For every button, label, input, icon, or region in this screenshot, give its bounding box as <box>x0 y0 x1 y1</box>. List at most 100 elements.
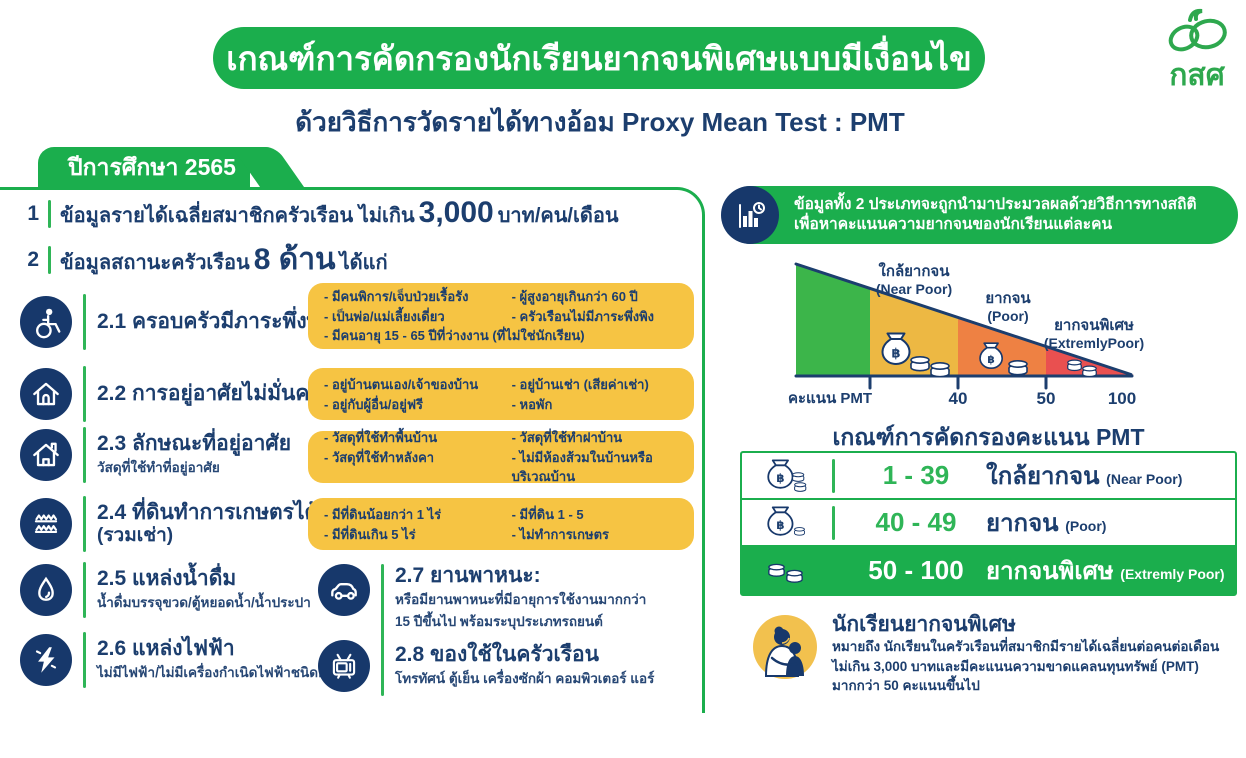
item-no: 2.2 <box>97 381 127 405</box>
divider <box>381 636 384 696</box>
pmt-wedge-chart: ฿ ใกล้ยากจน (Near Poor) ยากจน (Poor) ยาก… <box>788 262 1144 408</box>
item-subtitle: หรือมียานพาหนะที่มีอายุการใช้งานมากกว่า <box>395 592 647 608</box>
divider <box>832 505 835 540</box>
tick-50: 50 <box>1037 389 1056 408</box>
definition-line2: ไม่เกิน 3,000 บาทและมีคะแนนความขาดแคลนทุ… <box>832 658 1199 674</box>
criterion-number: 2 <box>27 247 39 271</box>
option: - หอพัก <box>511 396 553 412</box>
definition-line3: มากกว่า 50 คะแนนขึ้นไป <box>832 678 980 694</box>
item-subtitle: 15 ปีขึ้นไป พร้อมระบุประเภทรถยนต์ <box>395 614 603 630</box>
criterion-2: 2 ข้อมูลสถานะครัวเรือน 8 ด้าน ได้แก่ <box>25 236 387 283</box>
household-item-2-1: 2.1 ครอบครัวมีภาระพึ่งพิง <box>20 294 331 350</box>
option: - อยู่กับผู้อื่น/อยู่ฟรี <box>324 396 424 412</box>
divider <box>83 496 86 552</box>
criterion-1: 1 ข้อมูลรายได้เฉลี่ยสมาชิกครัวเรือน ไม่เ… <box>25 196 619 231</box>
household-item-2-2: 2.2 การอยู่อาศัยไม่มั่นคง <box>20 366 320 422</box>
score-range: 50 - 100 <box>868 555 964 585</box>
household-item-2-4: 2.4 ที่ดินทำการเกษตรได้ (รวมเช่า) <box>20 496 318 552</box>
household-item-2-3: 2.3 ลักษณะที่อยู่อาศัย วัสดุที่ใช้ทำที่อ… <box>20 427 291 483</box>
household-item-2-7: 2.7 ยานพาหนะ: หรือมียานพาหนะที่มีอายุการ… <box>318 564 646 642</box>
household-item-2-8: 2.8 ของใช้ในครัวเรือน โทรทัศน์ ตู้เย็น เ… <box>318 636 654 696</box>
household-item-2-4-options: - มีที่ดินน้อยกว่า 1 ไร่ - มีที่ดิน 1 - … <box>308 498 694 550</box>
option: - อยู่บ้านตนเอง/เจ้าของบ้าน <box>324 377 479 392</box>
koso-logo: กสศ <box>1148 4 1246 91</box>
logo-text: กสศ <box>1169 59 1225 92</box>
item-title: แหล่งน้ำดื่ม <box>132 566 237 590</box>
segment-label-extremely-poor: ยากจนพิเศษ <box>1054 316 1134 334</box>
option: - วัสดุที่ใช้ทำฝาบ้าน <box>511 430 623 446</box>
farmland-icon <box>20 498 72 550</box>
tick-100: 100 <box>1108 389 1136 408</box>
item-no: 2.6 <box>97 636 127 660</box>
row-label: ยากจนพิเศษ <box>986 558 1114 585</box>
tick-40: 40 <box>949 389 968 408</box>
divider <box>832 458 835 493</box>
bar-chart-icon <box>721 186 779 244</box>
item-title: ยานพาหนะ: <box>430 564 541 587</box>
butterfly-logo-icon <box>1168 8 1227 52</box>
table-row-extremely-poor: 50 - 100 ยากจนพิเศษ (Extremly Poor) <box>742 547 1235 594</box>
criterion-1-text: ข้อมูลรายได้เฉลี่ยสมาชิกครัวเรือน ไม่เกิ… <box>60 205 415 227</box>
item-no: 2.3 <box>97 431 127 455</box>
item-title: ลักษณะที่อยู่อาศัย <box>132 431 292 455</box>
item-no: 2.5 <box>97 566 127 590</box>
pmt-score-table: 1 - 39 ใกล้ยากจน (Near Poor) 40 - 49 ยาก… <box>740 451 1237 596</box>
divider <box>48 199 51 228</box>
divider <box>83 427 86 483</box>
household-item-2-5: 2.5 แหล่งน้ำดื่ม น้ำดื่มบรรจุขวด/ตู้หยอด… <box>20 562 311 618</box>
house-icon <box>20 368 72 420</box>
pmt-table-title: เกณฑ์การคัดกรองคะแนน PMT <box>832 424 1145 450</box>
item-subtitle: ไม่มีไฟฟ้า/ไม่มีเครื่องกำเนิดไฟฟ้าชนิดอื… <box>97 665 336 681</box>
criteria-panel <box>0 187 705 713</box>
wheelchair-icon <box>20 296 72 348</box>
row-label-en: (Extremly Poor) <box>1120 566 1225 582</box>
coins-icon <box>742 556 832 586</box>
household-item-2-1-options: - มีคนพิการ/เจ็บป่วยเรื้อรัง - ผู้สูงอาย… <box>308 283 694 349</box>
option: - วัสดุที่ใช้ทำพื้นบ้าน <box>324 430 438 446</box>
item-title: แหล่งไฟฟ้า <box>132 636 235 660</box>
academic-year-badge: ปีการศึกษา 2565 <box>38 147 250 189</box>
definition-title: นักเรียนยากจนพิเศษ <box>832 613 1016 636</box>
option: - มีคนอายุ 15 - 65 ปีที่ว่างงาน (ที่ไม่ใ… <box>324 328 585 344</box>
money-bag-coin-icon <box>742 504 832 542</box>
item-subtitle: (รวมเช่า) <box>97 525 174 547</box>
segment-label-near-poor: ใกล้ยากจน <box>879 262 951 280</box>
segment-label-poor: ยากจน <box>985 290 1031 307</box>
divider <box>83 562 86 618</box>
household-item-2-2-options: - อยู่บ้านตนเอง/เจ้าของบ้าน - อยู่บ้านเช… <box>308 368 694 420</box>
row-label: ใกล้ยากจน <box>986 463 1100 490</box>
criterion-number: 1 <box>27 201 39 225</box>
row-label-en: (Poor) <box>1065 518 1107 534</box>
option: - ไม่ทำการเกษตร <box>511 526 609 542</box>
item-no: 2.1 <box>97 309 127 333</box>
note-line1: ข้อมูลทั้ง 2 ประเภทจะถูกนำมาประมวลผลด้วย… <box>794 195 1197 213</box>
row-label: ยากจน <box>986 510 1059 537</box>
option: - มีคนพิการ/เจ็บป่วยเรื้อรัง <box>324 289 469 305</box>
option: - อยู่บ้านเช่า (เสียค่าเช่า) <box>511 377 649 392</box>
page-title-text: เกณฑ์การคัดกรองนักเรียนยากจนพิเศษแบบมีเง… <box>226 39 972 77</box>
tv-icon <box>318 640 370 692</box>
item-title: ของใช้ในครัวเรือน <box>430 642 599 666</box>
criterion-2-highlight: 8 ด้าน <box>253 243 336 276</box>
definition-line1: หมายถึง นักเรียนในครัวเรือนที่สมาชิกมีรา… <box>832 639 1220 654</box>
table-row-near-poor: 1 - 39 ใกล้ยากจน (Near Poor) <box>742 453 1235 500</box>
segment-label-extremely-poor-en: (ExtremlyPoor) <box>1044 335 1144 351</box>
item-title: การอยู่อาศัยไม่มั่นคง <box>132 381 320 405</box>
option: - มีที่ดินเกิน 5 ไร่ <box>324 526 416 542</box>
page-subtitle: ด้วยวิธีการวัดรายได้ทางอ้อม Proxy Mean T… <box>295 107 905 137</box>
segment-label-near-poor-en: (Near Poor) <box>876 281 952 297</box>
car-icon <box>318 564 370 616</box>
statistics-note: ข้อมูลทั้ง 2 ประเภทจะถูกนำมาประมวลผลด้วย… <box>721 186 1238 244</box>
divider <box>83 294 86 350</box>
criterion-1-highlight: 3,000 <box>418 196 494 229</box>
note-line2: เพื่อหาคะแนนความยากจนของนักเรียนแต่ละคน <box>794 216 1113 233</box>
item-no: 2.8 <box>395 642 425 666</box>
household-item-2-3-options: - วัสดุที่ใช้ทำพื้นบ้าน - วัสดุที่ใช้ทำฝ… <box>308 430 694 484</box>
household-item-2-6: 2.6 แหล่งไฟฟ้า ไม่มีไฟฟ้า/ไม่มีเครื่องกำ… <box>20 632 335 688</box>
item-subtitle: วัสดุที่ใช้ทำที่อยู่อาศัย <box>97 460 220 476</box>
house-materials-icon <box>20 429 72 481</box>
criterion-1-unit: บาท/คน/เดือน <box>497 205 619 227</box>
item-subtitle: โทรทัศน์ ตู้เย็น เครื่องซักผ้า คอมพิวเตอ… <box>395 671 655 687</box>
option: - ไม่มีห้องส้วมในบ้านหรือบริเวณบ้าน <box>511 449 653 485</box>
